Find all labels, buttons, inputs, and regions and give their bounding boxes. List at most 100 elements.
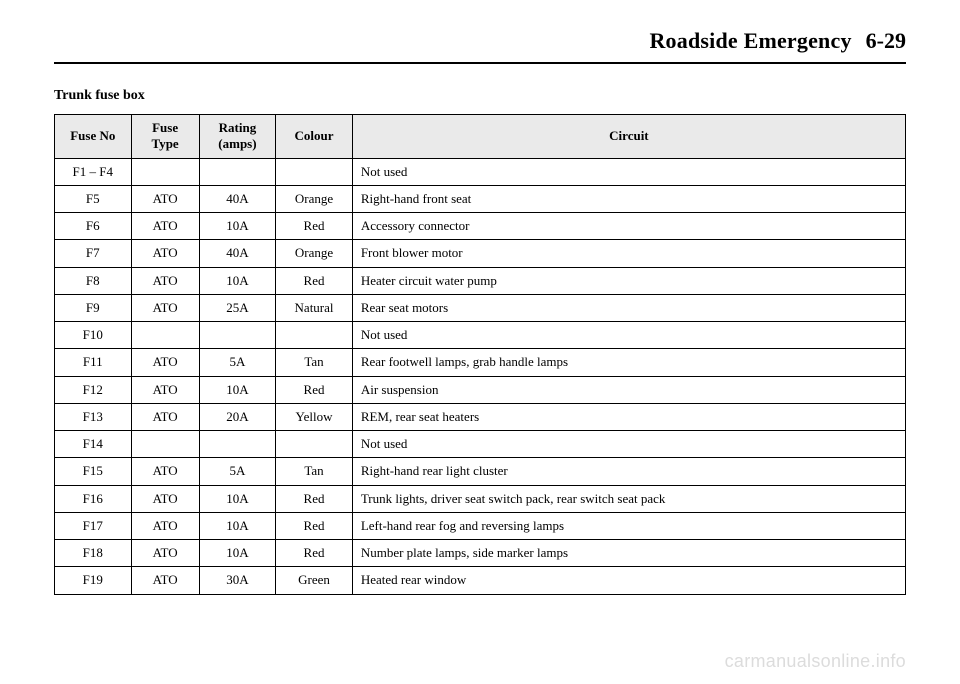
cell-colour: Green: [276, 567, 353, 594]
cell-fuse-no: F17: [55, 512, 132, 539]
cell-fuse-no: F14: [55, 431, 132, 458]
cell-fuse-no: F7: [55, 240, 132, 267]
cell-colour: [276, 322, 353, 349]
cell-fuse-no: F6: [55, 213, 132, 240]
cell-fuse-type: ATO: [131, 376, 199, 403]
cell-fuse-no: F10: [55, 322, 132, 349]
cell-circuit: Right-hand rear light cluster: [352, 458, 905, 485]
cell-circuit: Heated rear window: [352, 567, 905, 594]
cell-fuse-type: ATO: [131, 267, 199, 294]
cell-rating: 10A: [199, 512, 276, 539]
table-body: F1 – F4Not usedF5ATO40AOrangeRight-hand …: [55, 158, 906, 594]
cell-fuse-type: [131, 158, 199, 185]
cell-circuit: Not used: [352, 431, 905, 458]
cell-circuit: Heater circuit water pump: [352, 267, 905, 294]
cell-fuse-type: ATO: [131, 213, 199, 240]
fuse-table: Fuse No FuseType Rating(amps) Colour Cir…: [54, 114, 906, 595]
table-row: F16ATO10ARedTrunk lights, driver seat sw…: [55, 485, 906, 512]
cell-colour: Yellow: [276, 403, 353, 430]
table-row: F1 – F4 Not used: [55, 158, 906, 185]
cell-circuit: Rear seat motors: [352, 294, 905, 321]
cell-rating: [199, 158, 276, 185]
cell-fuse-type: ATO: [131, 485, 199, 512]
cell-circuit: Right-hand front seat: [352, 185, 905, 212]
cell-rating: 30A: [199, 567, 276, 594]
cell-circuit: Not used: [352, 322, 905, 349]
col-rating: Rating(amps): [199, 115, 276, 159]
cell-fuse-type: ATO: [131, 540, 199, 567]
cell-circuit: Air suspension: [352, 376, 905, 403]
chapter-title: Roadside Emergency: [649, 28, 851, 54]
cell-fuse-no: F18: [55, 540, 132, 567]
table-row: F9ATO25ANaturalRear seat motors: [55, 294, 906, 321]
col-circuit: Circuit: [352, 115, 905, 159]
cell-rating: 10A: [199, 540, 276, 567]
table-row: F7ATO40AOrangeFront blower motor: [55, 240, 906, 267]
cell-fuse-type: [131, 322, 199, 349]
cell-rating: [199, 431, 276, 458]
cell-fuse-type: [131, 431, 199, 458]
cell-colour: Tan: [276, 349, 353, 376]
cell-fuse-type: ATO: [131, 458, 199, 485]
cell-circuit: Accessory connector: [352, 213, 905, 240]
cell-colour: Red: [276, 376, 353, 403]
cell-fuse-type: ATO: [131, 512, 199, 539]
table-row: F15ATO5ATanRight-hand rear light cluster: [55, 458, 906, 485]
cell-colour: Red: [276, 540, 353, 567]
cell-circuit: Rear footwell lamps, grab handle lamps: [352, 349, 905, 376]
page-number: 6-29: [866, 28, 906, 54]
cell-rating: 25A: [199, 294, 276, 321]
cell-rating: 10A: [199, 376, 276, 403]
table-row: F19ATO30AGreenHeated rear window: [55, 567, 906, 594]
cell-fuse-type: ATO: [131, 349, 199, 376]
cell-rating: 5A: [199, 349, 276, 376]
cell-fuse-no: F5: [55, 185, 132, 212]
table-row: F18ATO10ARedNumber plate lamps, side mar…: [55, 540, 906, 567]
cell-circuit: Front blower motor: [352, 240, 905, 267]
table-row: F12ATO10ARedAir suspension: [55, 376, 906, 403]
cell-colour: Orange: [276, 240, 353, 267]
table-row: F10 Not used: [55, 322, 906, 349]
col-fuse-no: Fuse No: [55, 115, 132, 159]
table-header: Fuse No FuseType Rating(amps) Colour Cir…: [55, 115, 906, 159]
cell-fuse-type: ATO: [131, 240, 199, 267]
cell-fuse-no: F19: [55, 567, 132, 594]
cell-fuse-no: F11: [55, 349, 132, 376]
watermark: carmanualsonline.info: [725, 651, 906, 672]
cell-colour: Red: [276, 267, 353, 294]
cell-colour: [276, 431, 353, 458]
cell-fuse-no: F1 – F4: [55, 158, 132, 185]
cell-fuse-no: F13: [55, 403, 132, 430]
cell-circuit: Not used: [352, 158, 905, 185]
col-fuse-type: FuseType: [131, 115, 199, 159]
cell-fuse-type: ATO: [131, 567, 199, 594]
cell-rating: 10A: [199, 267, 276, 294]
cell-rating: [199, 322, 276, 349]
cell-circuit: Trunk lights, driver seat switch pack, r…: [352, 485, 905, 512]
cell-fuse-type: ATO: [131, 185, 199, 212]
running-header: Roadside Emergency 6-29: [54, 28, 906, 64]
table-row: F6ATO10ARedAccessory connector: [55, 213, 906, 240]
cell-colour: Orange: [276, 185, 353, 212]
cell-rating: 10A: [199, 213, 276, 240]
page: Roadside Emergency 6-29 Trunk fuse box F…: [0, 0, 960, 684]
cell-fuse-no: F15: [55, 458, 132, 485]
cell-rating: 5A: [199, 458, 276, 485]
cell-fuse-no: F8: [55, 267, 132, 294]
cell-circuit: Number plate lamps, side marker lamps: [352, 540, 905, 567]
cell-rating: 40A: [199, 240, 276, 267]
table-row: F17ATO10ARedLeft-hand rear fog and rever…: [55, 512, 906, 539]
cell-colour: Red: [276, 213, 353, 240]
table-row: F13ATO20AYellowREM, rear seat heaters: [55, 403, 906, 430]
cell-colour: Red: [276, 485, 353, 512]
cell-colour: Natural: [276, 294, 353, 321]
table-row: F8ATO10ARedHeater circuit water pump: [55, 267, 906, 294]
table-row: F11ATO5ATanRear footwell lamps, grab han…: [55, 349, 906, 376]
table-row: F5ATO40AOrangeRight-hand front seat: [55, 185, 906, 212]
cell-rating: 40A: [199, 185, 276, 212]
table-row: F14 Not used: [55, 431, 906, 458]
cell-colour: Red: [276, 512, 353, 539]
cell-colour: [276, 158, 353, 185]
cell-fuse-no: F9: [55, 294, 132, 321]
cell-rating: 10A: [199, 485, 276, 512]
